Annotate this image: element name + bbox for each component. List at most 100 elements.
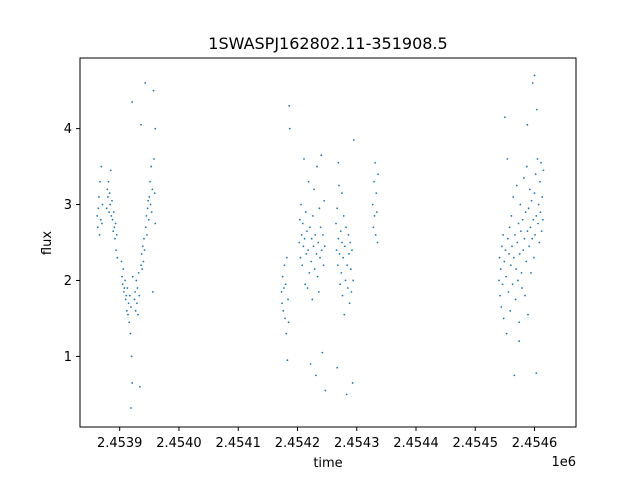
data-point bbox=[521, 218, 524, 221]
data-point bbox=[514, 234, 516, 236]
data-point bbox=[284, 317, 286, 320]
data-point bbox=[339, 283, 342, 286]
x-tick-label: 2.4544 bbox=[393, 436, 439, 451]
data-point bbox=[318, 207, 321, 210]
data-point bbox=[538, 241, 541, 244]
data-point bbox=[540, 230, 543, 233]
data-point bbox=[140, 123, 142, 126]
data-point bbox=[341, 241, 343, 244]
data-point bbox=[534, 173, 537, 176]
x-tick-label: 2.4540 bbox=[156, 436, 202, 451]
data-point bbox=[313, 268, 316, 270]
data-point bbox=[518, 321, 521, 324]
data-point bbox=[535, 372, 538, 374]
data-point bbox=[509, 309, 512, 312]
data-point bbox=[516, 241, 519, 244]
data-point bbox=[112, 230, 115, 233]
data-point bbox=[502, 317, 505, 320]
data-point bbox=[300, 234, 303, 236]
data-point bbox=[531, 237, 534, 240]
data-point bbox=[321, 351, 324, 354]
data-point bbox=[521, 287, 523, 289]
data-point bbox=[525, 165, 528, 168]
data-point bbox=[108, 192, 111, 195]
data-point bbox=[120, 260, 123, 263]
data-point bbox=[110, 215, 113, 217]
data-point bbox=[529, 226, 532, 229]
data-point bbox=[340, 271, 343, 274]
data-point bbox=[282, 287, 285, 289]
data-point bbox=[316, 275, 319, 278]
data-point bbox=[124, 279, 126, 282]
data-point bbox=[112, 211, 115, 214]
data-point bbox=[319, 226, 322, 229]
data-point bbox=[514, 298, 517, 301]
y-tick-label: 1 bbox=[64, 350, 72, 365]
data-point bbox=[140, 264, 142, 267]
data-point bbox=[143, 237, 145, 240]
x-axis-offset-label: 1e6 bbox=[551, 455, 576, 470]
data-point bbox=[373, 215, 376, 217]
data-point bbox=[374, 234, 377, 236]
data-point bbox=[135, 302, 138, 305]
data-point bbox=[111, 218, 114, 221]
data-point bbox=[371, 203, 374, 206]
data-point bbox=[343, 245, 346, 248]
data-point bbox=[127, 313, 129, 316]
data-point bbox=[339, 230, 342, 233]
data-point bbox=[144, 82, 147, 84]
data-point bbox=[525, 260, 528, 263]
data-point bbox=[530, 271, 532, 274]
data-point bbox=[349, 241, 352, 244]
data-point bbox=[144, 226, 147, 229]
data-point bbox=[303, 237, 306, 240]
data-point bbox=[350, 290, 353, 293]
data-point bbox=[322, 264, 325, 267]
data-point bbox=[138, 385, 141, 388]
data-point bbox=[124, 298, 127, 301]
data-point bbox=[149, 180, 151, 183]
data-point bbox=[518, 252, 521, 255]
data-point bbox=[519, 203, 522, 206]
data-point bbox=[372, 226, 375, 229]
x-tick-label: 2.4539 bbox=[97, 436, 143, 451]
data-point bbox=[501, 245, 503, 248]
data-point bbox=[154, 222, 157, 225]
data-point bbox=[344, 279, 347, 282]
data-point bbox=[304, 211, 307, 214]
data-point bbox=[522, 249, 525, 251]
data-point bbox=[319, 256, 321, 259]
data-point bbox=[499, 268, 502, 270]
x-tick-label: 2.4542 bbox=[275, 436, 321, 451]
data-point bbox=[281, 275, 284, 278]
data-point bbox=[154, 127, 157, 130]
data-point bbox=[101, 222, 103, 225]
data-point bbox=[287, 321, 290, 324]
data-point bbox=[133, 298, 136, 301]
data-point bbox=[280, 290, 283, 293]
data-point bbox=[527, 207, 530, 210]
data-point bbox=[138, 294, 141, 297]
plot-frame bbox=[79, 57, 577, 428]
data-point bbox=[284, 283, 287, 286]
data-point bbox=[337, 161, 340, 164]
data-point bbox=[504, 249, 507, 251]
data-point bbox=[531, 82, 534, 84]
data-point bbox=[98, 196, 100, 198]
data-point bbox=[342, 256, 345, 259]
data-point bbox=[509, 264, 512, 267]
data-point bbox=[541, 196, 544, 198]
data-point bbox=[508, 226, 511, 229]
data-point bbox=[522, 177, 525, 179]
y-tick-label: 2 bbox=[64, 274, 72, 289]
data-point bbox=[308, 271, 311, 274]
data-point bbox=[122, 290, 125, 293]
data-point bbox=[541, 218, 544, 221]
data-point bbox=[114, 237, 116, 240]
data-point bbox=[128, 321, 131, 324]
data-point bbox=[528, 245, 531, 248]
x-axis-ticks: 2.4539 2.4540 2.4541 2.4542 2.4543 2.4544 2.45… bbox=[97, 427, 557, 451]
data-point bbox=[123, 287, 126, 289]
data-point bbox=[533, 192, 536, 195]
data-point bbox=[500, 306, 503, 308]
